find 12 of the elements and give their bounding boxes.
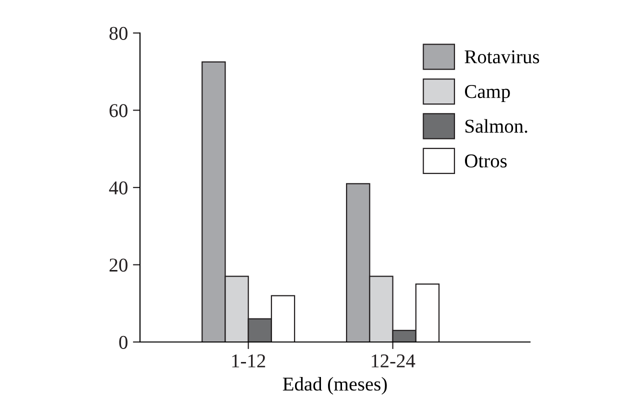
- y-tick-label: 60: [110, 104, 128, 118]
- legend-label: Salmon.: [465, 119, 528, 133]
- x-tick-label: 12-24: [372, 354, 416, 368]
- legend-label: Camp: [464, 85, 510, 102]
- y-tick-label: 0: [119, 336, 128, 349]
- x-axis-title: Edad (meses): [282, 376, 387, 395]
- x-tick-label: 1-12: [232, 354, 266, 368]
- y-tick-label: 20: [110, 258, 128, 272]
- legend-label: Otros: [464, 154, 507, 168]
- y-tick-label: 40: [109, 181, 128, 194]
- y-tick-label: 80: [109, 26, 128, 40]
- legend-label: Rotavirus: [464, 50, 540, 64]
